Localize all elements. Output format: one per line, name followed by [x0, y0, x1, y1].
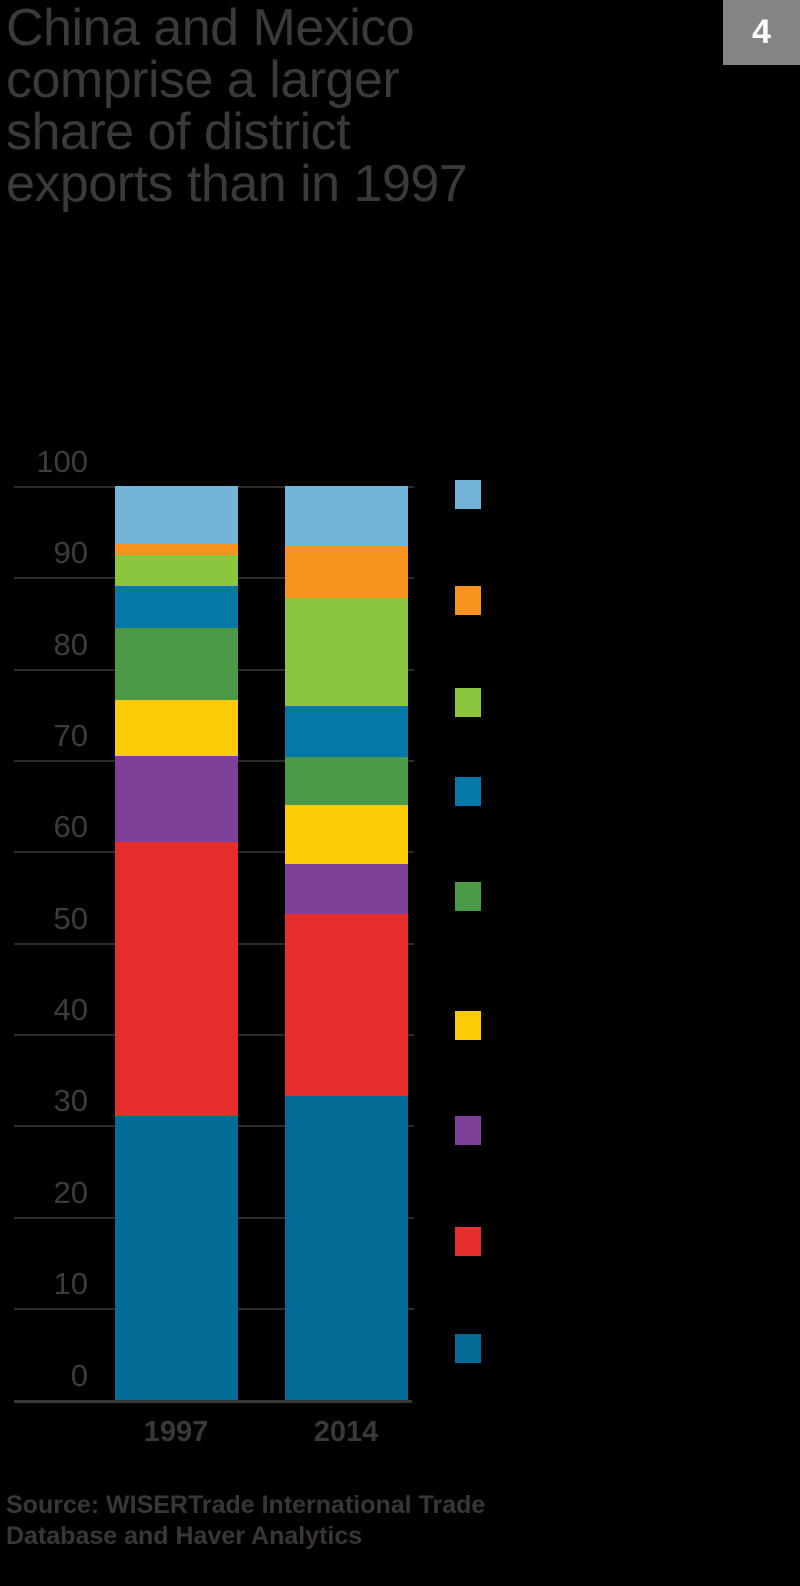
- gridline-40-2: [408, 1034, 414, 1036]
- legend-swatch-8[interactable]: [455, 1227, 481, 1256]
- gridline-50-1: [238, 943, 286, 945]
- bar-segment-1997-series-8[interactable]: [115, 544, 238, 555]
- bar-segment-1997-series-9[interactable]: [115, 486, 238, 545]
- x-category-label-2014: 2014: [313, 1416, 379, 1448]
- x-category-label-1997: 1997: [143, 1416, 209, 1448]
- gridline-30-2: [408, 1125, 414, 1127]
- gridline-100-0: [14, 486, 115, 488]
- gridline-40-1: [238, 1034, 286, 1036]
- gridline-100-1: [238, 486, 286, 488]
- gridline-100-2: [408, 486, 414, 488]
- gridline-70-1: [238, 760, 286, 762]
- gridline-20-1: [238, 1217, 286, 1219]
- y-tick-label-90: 90: [53, 535, 88, 570]
- gridline-20-2: [408, 1217, 414, 1219]
- legend-swatch-1[interactable]: [455, 480, 481, 509]
- gridline-30-1: [238, 1125, 286, 1127]
- gridline-30-0: [14, 1125, 115, 1127]
- gridline-40-0: [14, 1034, 115, 1036]
- page-number-label: 4: [752, 13, 771, 51]
- bar-segment-2014-series-6[interactable]: [285, 706, 408, 757]
- legend-swatch-7[interactable]: [455, 1116, 481, 1145]
- legend-swatch-4[interactable]: [455, 777, 481, 806]
- gridline-10-2: [408, 1308, 414, 1310]
- gridline-80-1: [238, 669, 286, 671]
- legend-swatch-9[interactable]: [455, 1334, 481, 1363]
- gridline-10-0: [14, 1308, 115, 1310]
- page-number-badge: 4: [723, 0, 800, 65]
- source-note: Source: WISERTrade International Trade D…: [6, 1491, 486, 1550]
- legend-swatch-5[interactable]: [455, 882, 481, 911]
- gridline-80-0: [14, 669, 115, 671]
- y-tick-label-100: 100: [36, 444, 88, 479]
- gridline-50-0: [14, 943, 115, 945]
- legend-swatch-3[interactable]: [455, 688, 481, 717]
- gridline-60-1: [238, 851, 286, 853]
- gridline-90-2: [408, 577, 414, 579]
- bar-segment-2014-series-4[interactable]: [285, 804, 408, 865]
- gridline-60-2: [408, 851, 414, 853]
- bar-segment-1997-series-1[interactable]: [115, 1115, 238, 1400]
- x-axis-baseline: [14, 1400, 412, 1403]
- bar-segment-1997-series-5[interactable]: [115, 627, 238, 700]
- bar-1997[interactable]: [115, 0, 238, 1400]
- gridline-60-0: [14, 851, 115, 853]
- bar-segment-2014-series-1[interactable]: [285, 1095, 408, 1400]
- gridline-80-2: [408, 669, 414, 671]
- y-tick-label-20: 20: [53, 1175, 88, 1210]
- gridline-10-1: [238, 1308, 286, 1310]
- y-tick-label-0: 0: [70, 1358, 88, 1393]
- bar-segment-1997-series-2[interactable]: [115, 841, 238, 1116]
- gridline-90-1: [238, 577, 286, 579]
- legend-swatch-2[interactable]: [455, 586, 481, 615]
- gridline-50-2: [408, 943, 414, 945]
- bar-segment-2014-series-7[interactable]: [285, 598, 408, 707]
- bar-segment-1997-series-4[interactable]: [115, 699, 238, 756]
- bar-segment-2014-series-3[interactable]: [285, 864, 408, 914]
- legend-swatch-6[interactable]: [455, 1011, 481, 1040]
- gridline-70-2: [408, 760, 414, 762]
- y-tick-label-50: 50: [53, 901, 88, 936]
- bar-segment-2014-series-8[interactable]: [285, 546, 408, 599]
- bar-segment-2014-series-9[interactable]: [285, 486, 408, 547]
- page-title: China and Mexico comprise a larger share…: [6, 0, 468, 213]
- bar-segment-1997-series-3[interactable]: [115, 755, 238, 842]
- y-tick-label-10: 10: [53, 1266, 88, 1301]
- y-tick-label-30: 30: [53, 1083, 88, 1118]
- y-tick-label-60: 60: [53, 809, 88, 844]
- y-tick-label-80: 80: [53, 627, 88, 662]
- bar-segment-2014-series-2[interactable]: [285, 913, 408, 1096]
- bar-segment-1997-series-6[interactable]: [115, 585, 238, 628]
- bar-2014[interactable]: [285, 0, 408, 1400]
- bar-segment-1997-series-7[interactable]: [115, 554, 238, 586]
- y-tick-label-40: 40: [53, 992, 88, 1027]
- gridline-70-0: [14, 760, 115, 762]
- gridline-90-0: [14, 577, 115, 579]
- gridline-20-0: [14, 1217, 115, 1219]
- bar-segment-2014-series-5[interactable]: [285, 756, 408, 805]
- y-tick-label-70: 70: [53, 718, 88, 753]
